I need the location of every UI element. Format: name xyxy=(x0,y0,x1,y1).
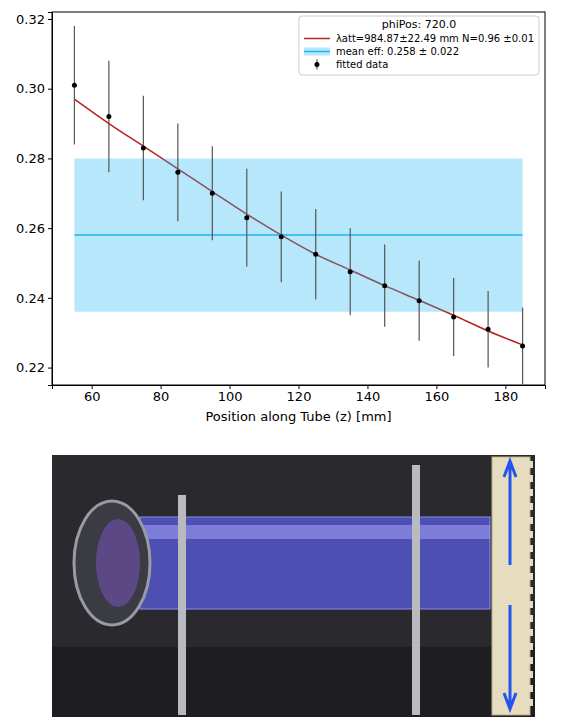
gear-tooth xyxy=(526,671,533,678)
pmt xyxy=(74,501,150,625)
data-point xyxy=(141,145,146,150)
mean-band xyxy=(74,158,522,311)
gear-tooth xyxy=(526,587,533,594)
legend: phiPos: 720.0 λatt=984.87±22.49 mm N=0.96… xyxy=(299,16,539,75)
legend-box xyxy=(299,16,539,75)
gear-tooth xyxy=(526,657,533,664)
data-point xyxy=(382,283,387,288)
tick: 140 xyxy=(356,385,381,404)
gear-tooth xyxy=(526,643,533,650)
tick-label: 120 xyxy=(287,389,312,404)
legend-item: λatt=984.87±22.49 mm N=0.96 ±0.01 xyxy=(304,33,534,44)
tick-label: 0.28 xyxy=(16,151,45,166)
x-axis: 60 80 100 120 140 160 180 xyxy=(53,385,546,404)
tick: 80 xyxy=(153,385,170,404)
tick-label: 100 xyxy=(218,389,243,404)
legend-item: fitted data xyxy=(314,59,388,70)
gear-tooth xyxy=(526,615,533,622)
tick-mark xyxy=(48,368,52,369)
gear-tooth xyxy=(526,699,533,706)
gear-tooth xyxy=(526,601,533,608)
tick-label: 0.32 xyxy=(16,12,45,27)
tick: 100 xyxy=(218,385,243,404)
post xyxy=(412,465,420,715)
tick: 160 xyxy=(424,385,449,404)
mean-line xyxy=(74,234,522,236)
tick-label: 0.30 xyxy=(16,81,45,96)
tick-label: 0.24 xyxy=(16,291,45,306)
gear-tooth xyxy=(526,475,533,482)
tick-mark xyxy=(48,228,52,229)
tick-mark xyxy=(48,158,52,159)
gear-tooth xyxy=(526,517,533,524)
canvas: 60801001201401601800.220.240.260.280.300… xyxy=(0,0,567,722)
pmt-glow xyxy=(96,519,140,607)
plot-marks xyxy=(72,26,525,384)
gear-tooth xyxy=(526,573,533,580)
tick-label: 180 xyxy=(493,389,518,404)
fit-line xyxy=(74,99,522,345)
data-point xyxy=(106,114,111,119)
legend-item: mean eff: 0.258 ± 0.022 xyxy=(304,46,459,57)
gear-tooth xyxy=(526,629,533,636)
tick: 0.28 xyxy=(16,151,52,166)
data-point xyxy=(486,327,491,332)
tick-label: 140 xyxy=(356,389,381,404)
data-point xyxy=(72,83,77,88)
rotation-arrows xyxy=(504,461,516,709)
gear-tooth xyxy=(526,559,533,566)
gear-tooth xyxy=(526,461,533,468)
data-point xyxy=(348,269,353,274)
post xyxy=(178,495,186,715)
data-point xyxy=(175,170,180,175)
tick: 0.22 xyxy=(16,360,52,375)
tick-label: 0.26 xyxy=(16,221,45,236)
gear-tooth xyxy=(526,545,533,552)
legend-label: fitted data xyxy=(336,59,388,70)
data-point xyxy=(451,315,456,320)
legend-handle xyxy=(304,48,330,56)
gear xyxy=(492,457,530,715)
tube xyxy=(140,517,490,609)
x-axis-title: Position along Tube (z) [mm] xyxy=(205,409,391,424)
tick-mark xyxy=(48,298,52,299)
tick: 0.30 xyxy=(16,81,52,96)
plot-frame xyxy=(52,12,545,385)
tick: 60 xyxy=(84,385,101,404)
data-point xyxy=(313,252,318,257)
legend-handle xyxy=(304,51,330,53)
data-point xyxy=(244,215,249,220)
tick-mark xyxy=(48,89,52,90)
tick-label: 0.22 xyxy=(16,360,45,375)
legend-handle xyxy=(304,38,330,40)
data-point xyxy=(417,298,422,303)
gear-tooth xyxy=(526,685,533,692)
tick: 120 xyxy=(287,385,312,404)
tick-mark xyxy=(48,19,52,20)
data-point xyxy=(520,343,525,348)
tick: 0.24 xyxy=(16,291,52,306)
tick-label: 80 xyxy=(153,389,170,404)
data-point xyxy=(279,234,284,239)
legend-handle xyxy=(314,62,319,67)
legend-title: phiPos: 720.0 xyxy=(382,18,456,31)
gear-tooth xyxy=(526,531,533,538)
photo-floor xyxy=(52,647,535,717)
gear-tooth xyxy=(526,503,533,510)
tube-highlight xyxy=(140,525,490,539)
plot-background xyxy=(52,12,545,385)
tick-label: 60 xyxy=(84,389,101,404)
y-axis: 0.22 0.24 0.26 0.28 0.30 0.32 xyxy=(16,12,52,386)
tick: 0.26 xyxy=(16,221,52,236)
setup-illustration xyxy=(52,455,535,717)
tick-label: 160 xyxy=(424,389,449,404)
tick: 180 xyxy=(493,385,518,404)
tick: 0.32 xyxy=(16,12,52,27)
gear-tooth xyxy=(526,489,533,496)
legend-label: mean eff: 0.258 ± 0.022 xyxy=(336,46,459,57)
legend-label: λatt=984.87±22.49 mm N=0.96 ±0.01 xyxy=(336,33,534,44)
data-point xyxy=(210,191,215,196)
photo-background xyxy=(52,455,535,717)
